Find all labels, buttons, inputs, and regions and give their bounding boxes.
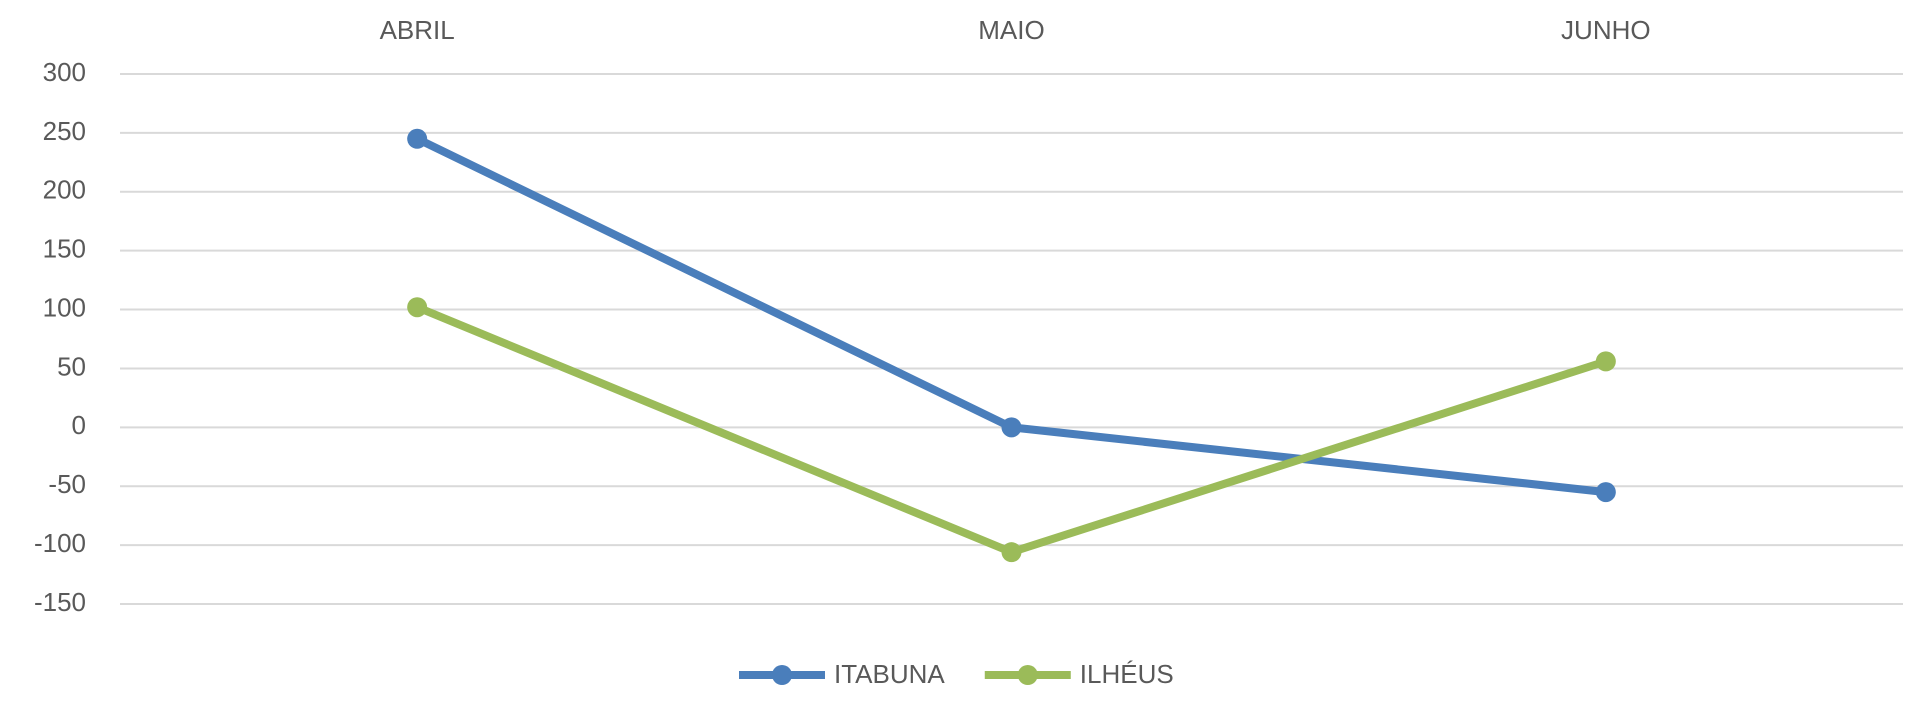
data-point [1001,542,1022,563]
data-point [1001,417,1022,438]
y-tick-label: -50 [48,469,86,499]
data-point [1595,482,1616,503]
data-point [1595,351,1616,372]
legend-label: ILHÉUS [1080,659,1174,689]
x-tick-label: JUNHO [1561,15,1651,45]
legend-marker [1017,665,1038,685]
data-point [407,297,428,318]
data-point [407,128,428,149]
legend-marker [772,665,792,685]
y-tick-label: 250 [43,116,86,146]
x-tick-label: ABRIL [380,15,455,45]
y-tick-label: 100 [43,292,86,322]
y-tick-label: 150 [43,234,86,264]
y-tick-label: -100 [34,528,86,558]
y-tick-label: 50 [57,351,86,381]
y-tick-label: 0 [72,410,86,440]
x-tick-label: MAIO [978,15,1044,45]
legend-label: ITABUNA [834,659,945,689]
y-tick-label: 200 [43,175,86,205]
y-tick-label: 300 [43,57,86,87]
y-tick-label: -150 [34,587,86,617]
